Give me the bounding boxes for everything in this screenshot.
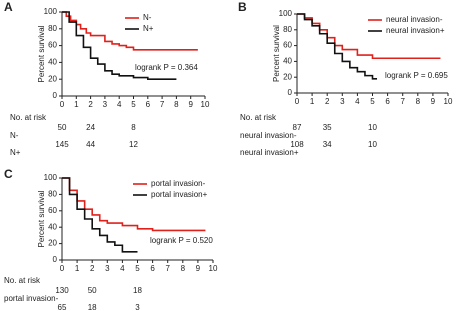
y-axis-title: Percent survival — [37, 25, 46, 82]
y-tick-label: 100 — [44, 173, 58, 182]
x-tick-label: 2 — [90, 264, 95, 273]
x-tick-label: 3 — [103, 100, 108, 109]
x-tick-label: 1 — [310, 97, 315, 106]
survival-curve — [62, 177, 206, 232]
risk-count: 108 — [290, 140, 304, 149]
legend-label: portal invasion- — [151, 179, 206, 188]
y-tick-label: 40 — [48, 58, 57, 67]
x-tick-label: 8 — [174, 100, 179, 109]
x-tick-label: 1 — [75, 264, 80, 273]
x-tick-label: 10 — [201, 100, 210, 109]
annotation: logrank P = 0.695 — [385, 71, 448, 80]
risk-row-label: N- — [10, 131, 19, 140]
x-tick-label: 6 — [385, 97, 390, 106]
y-tick-label: 0 — [288, 88, 293, 97]
risk-row-label: portal invasion- — [4, 294, 59, 303]
risk-count: 87 — [293, 123, 302, 132]
risk-count: 65 — [58, 303, 67, 311]
legend-label: N- — [143, 13, 152, 22]
risk-count: 130 — [55, 286, 69, 295]
risk-row-label: neural invasion- — [240, 131, 297, 140]
panel-label: B — [238, 0, 247, 14]
y-tick-label: 80 — [48, 24, 57, 33]
survival-curve — [62, 11, 177, 80]
y-tick-label: 20 — [48, 74, 57, 83]
risk-table-title: No. at risk — [10, 113, 47, 122]
x-tick-label: 10 — [444, 97, 453, 106]
risk-count: 50 — [58, 123, 67, 132]
annotation: logrank P = 0.364 — [135, 63, 198, 72]
x-tick-label: 7 — [400, 97, 405, 106]
risk-row-label: neural invasion+ — [240, 148, 299, 157]
x-tick-label: 2 — [88, 100, 93, 109]
y-tick-label: 0 — [53, 91, 58, 100]
survival-curve — [62, 177, 138, 253]
x-tick-label: 4 — [355, 97, 360, 106]
survival-curve — [297, 13, 441, 60]
risk-table-title: No. at risk — [240, 113, 277, 122]
panel-label: A — [4, 0, 13, 14]
x-tick-label: 9 — [196, 264, 201, 273]
y-tick-label: 20 — [283, 72, 292, 81]
x-tick-label: 0 — [60, 100, 65, 109]
x-tick-label: 6 — [146, 100, 151, 109]
risk-count: 10 — [368, 123, 377, 132]
x-tick-label: 5 — [370, 97, 375, 106]
y-axis-title: Percent survival — [37, 190, 46, 247]
x-tick-label: 3 — [105, 264, 110, 273]
y-axis-title: Percent survival — [272, 25, 281, 82]
x-tick-label: 10 — [209, 264, 218, 273]
x-tick-label: 7 — [160, 100, 165, 109]
y-tick-label: 80 — [48, 190, 57, 199]
risk-table-title: No. at risk — [4, 276, 41, 285]
risk-count: 8 — [131, 123, 136, 132]
x-tick-label: 9 — [188, 100, 193, 109]
y-tick-label: 40 — [48, 222, 57, 231]
x-tick-label: 1 — [74, 100, 79, 109]
risk-count: 34 — [323, 140, 332, 149]
risk-row-label: N+ — [10, 148, 21, 157]
survival-curve — [297, 13, 378, 80]
x-tick-label: 4 — [120, 264, 125, 273]
x-tick-label: 3 — [340, 97, 345, 106]
y-tick-label: 0 — [53, 255, 58, 264]
legend-label: N+ — [143, 24, 154, 33]
x-tick-label: 5 — [131, 100, 136, 109]
y-tick-label: 100 — [279, 9, 293, 18]
legend-label: neural invasion+ — [386, 26, 445, 35]
y-tick-label: 60 — [48, 41, 57, 50]
x-tick-label: 6 — [150, 264, 155, 273]
legend-label: portal invasion+ — [151, 190, 208, 199]
risk-count: 12 — [129, 140, 138, 149]
risk-count: 44 — [86, 140, 95, 149]
risk-count: 18 — [133, 286, 142, 295]
x-tick-label: 9 — [431, 97, 436, 106]
y-tick-label: 100 — [44, 7, 58, 16]
risk-count: 50 — [88, 286, 97, 295]
y-tick-label: 20 — [48, 239, 57, 248]
x-tick-label: 5 — [135, 264, 140, 273]
x-tick-label: 8 — [416, 97, 421, 106]
legend-label: neural invasion- — [386, 15, 443, 24]
annotation: logrank P = 0.520 — [150, 236, 213, 245]
x-tick-label: 0 — [60, 264, 65, 273]
risk-count: 18 — [88, 303, 97, 311]
x-tick-label: 8 — [181, 264, 186, 273]
x-tick-label: 2 — [325, 97, 330, 106]
risk-count: 3 — [135, 303, 140, 311]
risk-count: 10 — [368, 140, 377, 149]
x-tick-label: 0 — [295, 97, 300, 106]
risk-count: 24 — [86, 123, 95, 132]
y-tick-label: 60 — [48, 206, 57, 215]
x-tick-label: 4 — [117, 100, 122, 109]
panel-label: C — [4, 167, 13, 181]
survival-curve — [62, 11, 198, 51]
y-tick-label: 40 — [283, 57, 292, 66]
x-tick-label: 7 — [165, 264, 170, 273]
y-tick-label: 80 — [283, 25, 292, 34]
y-tick-label: 60 — [283, 41, 292, 50]
risk-count: 35 — [323, 123, 332, 132]
risk-count: 145 — [55, 140, 69, 149]
